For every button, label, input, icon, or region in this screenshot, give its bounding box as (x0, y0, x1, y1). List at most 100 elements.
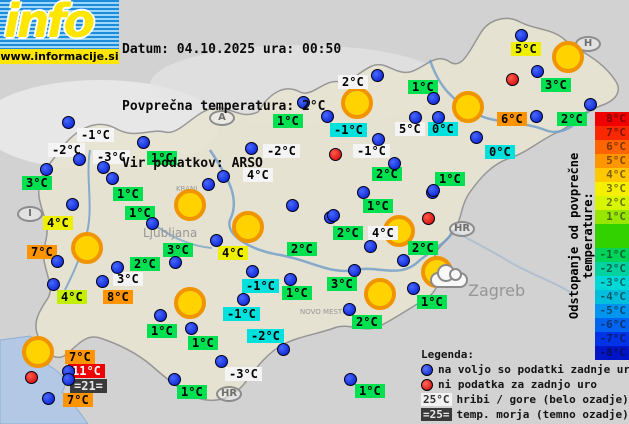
scale-row: -4°C (595, 290, 629, 304)
station-temperature-label: 3°C (113, 272, 143, 286)
road-sign-a: A (209, 110, 235, 126)
station-temperature-label: 3°C (22, 176, 52, 190)
blue-station-dot (237, 293, 250, 306)
blue-dot-icon (421, 363, 433, 376)
info-logo-link[interactable]: info www.informacije.si (0, 0, 119, 64)
logo-site-url: www.informacije.si (0, 49, 119, 64)
station-temperature-label: -3°C (225, 367, 262, 381)
station-temperature-label: 1°C (417, 295, 447, 309)
scale-row: -6°C (595, 318, 629, 332)
blue-station-dot (215, 355, 228, 368)
blue-station-dot (286, 199, 299, 212)
blue-station-dot (185, 322, 198, 335)
scale-row: 8°C (595, 112, 629, 126)
legend-item: 25°C hribi / gore (belo ozadje) (421, 392, 629, 407)
scale-row: -7°C (595, 332, 629, 346)
blue-station-dot (96, 275, 109, 288)
city-label: NOVO MESTO (300, 308, 348, 316)
station-temperature-label: 2°C (352, 315, 382, 329)
scale-rows: 8°C 7°C 6°C 5°C 4°C 3°C 2°C 1°C -1°C -2°C -3°C -4°C… (595, 112, 629, 360)
blue-station-dot (169, 256, 182, 269)
station-temperature-label: -1°C (330, 123, 367, 137)
blue-station-dot (357, 186, 370, 199)
blue-station-dot (62, 116, 75, 129)
legend-item-text: temp. morja (temno ozadje) (456, 408, 629, 421)
blue-station-dot (388, 157, 401, 170)
legend-item-text: na voljo so podatki zadnje ure (438, 363, 629, 376)
station-temperature-label: -3°C (93, 150, 130, 164)
blue-station-dot (530, 110, 543, 123)
station-temperature-label: 1°C (273, 114, 303, 128)
sun-icon (174, 287, 206, 319)
blue-station-dot (531, 65, 544, 78)
scale-row: 1°C (595, 210, 629, 224)
blue-station-dot (73, 153, 86, 166)
blue-station-dot (327, 209, 340, 222)
scale-row: 2°C (595, 196, 629, 210)
header-average-temp: Povprečna temperatura: 2°C (122, 99, 326, 114)
red-station-dot (329, 148, 342, 161)
station-temperature-label: 3°C (541, 78, 571, 92)
station-temperature-label: 4°C (218, 246, 248, 260)
blue-station-dot (427, 184, 440, 197)
scale-row: 6°C (595, 140, 629, 154)
station-temperature-label: 6°C (497, 112, 527, 126)
legend-title: Legenda: (421, 348, 474, 361)
sun-icon (22, 336, 54, 368)
blue-station-dot (297, 96, 310, 109)
blue-station-dot (47, 278, 60, 291)
blue-station-dot (470, 131, 483, 144)
blue-station-dot (246, 265, 259, 278)
scale-row: -5°C (595, 304, 629, 318)
station-temperature-label: 1°C (363, 199, 393, 213)
station-temperature-label: 11°C (68, 364, 105, 378)
station-temperature-label: 1°C (147, 324, 177, 338)
blue-station-dot (217, 170, 230, 183)
station-temperature-label: =21= (70, 379, 107, 393)
blue-station-dot (344, 373, 357, 386)
station-temperature-label: 5°C (395, 122, 425, 136)
sun-icon (174, 189, 206, 221)
cloud-icon (430, 264, 468, 288)
blue-station-dot (154, 309, 167, 322)
blue-station-dot (409, 111, 422, 124)
legend-item: ni podatka za zadnjo uro (421, 377, 629, 392)
blue-station-dot (62, 373, 75, 386)
blue-station-dot (168, 373, 181, 386)
blue-station-dot (284, 273, 297, 286)
station-temperature-label: 8°C (103, 290, 133, 304)
scale-row: 3°C (595, 182, 629, 196)
map-legend: Legenda: na voljo so podatki zadnje ure n… (421, 347, 629, 422)
blue-station-dot (146, 217, 159, 230)
station-temperature-label: -1°C (77, 128, 114, 142)
blue-station-dot (432, 111, 445, 124)
station-temperature-label: -2°C (263, 144, 300, 158)
station-temperature-label: 7°C (63, 393, 93, 407)
blue-station-dot (111, 261, 124, 274)
sun-icon (452, 91, 484, 123)
city-label: Ljubljana (143, 226, 198, 240)
station-temperature-label: 1°C (408, 80, 438, 94)
station-temperature-label: 4°C (57, 290, 87, 304)
road-sign-hr: HR (216, 386, 243, 402)
station-temperature-label: 0°C (428, 122, 458, 136)
road-sign-i: I (17, 206, 43, 222)
sun-icon (71, 232, 103, 264)
blue-station-dot (321, 110, 334, 123)
scale-row: 5°C (595, 154, 629, 168)
blue-station-dot (515, 29, 528, 42)
logo-stripes: info (0, 0, 119, 49)
blue-station-dot (372, 133, 385, 146)
sun-icon (232, 211, 264, 243)
blue-station-dot (66, 198, 79, 211)
dark-box-sample: =25= (421, 408, 452, 421)
blue-station-dot (51, 255, 64, 268)
station-temperature-label: 7°C (27, 245, 57, 259)
red-station-dot (506, 73, 519, 86)
station-temperature-label: 2°C (333, 226, 363, 240)
white-box-sample: 25°C (421, 393, 452, 406)
blue-station-dot (407, 282, 420, 295)
station-temperature-label: -1°C (223, 307, 260, 321)
blue-station-dot (343, 303, 356, 316)
